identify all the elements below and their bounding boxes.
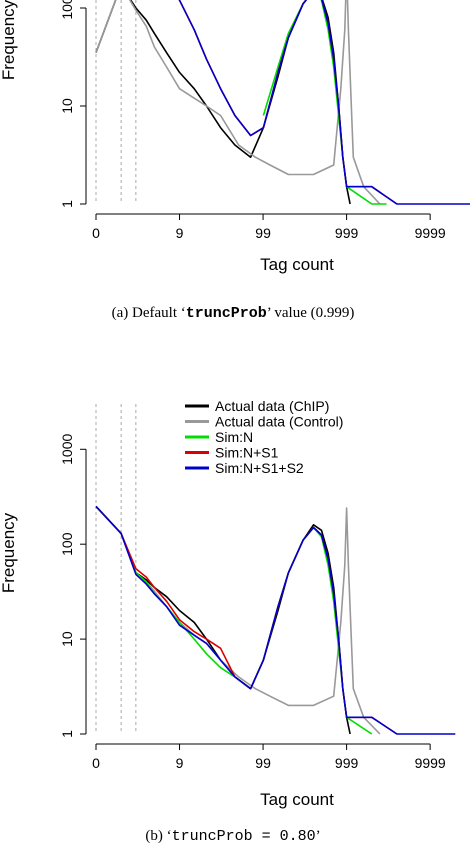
panel-b-series-line-sim-n-s1-s2 xyxy=(95,505,456,735)
panel-b-x-tick-label: 999 xyxy=(335,755,359,771)
panel-b-x-tick-label: 9999 xyxy=(415,755,446,771)
panel-b-y-axis-label: Frequency xyxy=(0,512,18,593)
panel-b-series xyxy=(95,505,456,735)
panel-a-y-tick-label: 100 xyxy=(59,0,75,20)
legend-label: Sim:N+S1+S2 xyxy=(215,460,304,476)
panel-b-x-axis-label: Tag count xyxy=(260,790,334,809)
panel-a-series xyxy=(95,0,470,205)
panel-b-y-tick-label: 1000 xyxy=(59,434,75,465)
legend-label: Actual data (Control) xyxy=(215,414,343,430)
panel-a-series-line-actual-data-control xyxy=(95,0,381,205)
panel-b-caption: (b) ‘truncProb = 0.80’ xyxy=(145,828,320,845)
panel-a-series-line-sim-n xyxy=(262,0,387,205)
panel-a-x-tick-label: 9 xyxy=(176,225,184,241)
panel-b-series-line-actual-data-chip xyxy=(95,505,351,735)
panel-a-x-tick-label: 99 xyxy=(255,225,271,241)
panel-a-x-tick-label: 9999 xyxy=(415,225,446,241)
panel-b-y-tick-label: 100 xyxy=(59,532,75,556)
panel-b-series-line-actual-data-control xyxy=(95,505,381,735)
panel-a-series-line-sim-n-s1-s2 xyxy=(178,0,470,205)
panel-b-x-tick-label: 99 xyxy=(255,755,271,771)
panel-b-y-tick-label: 1 xyxy=(59,730,75,738)
panel-a-y-tick-label: 1 xyxy=(59,200,75,208)
panel-a-y-axis-label: Frequency xyxy=(0,0,18,80)
panel-a-series-line-actual-data-chip xyxy=(95,0,351,205)
panel-b-x-tick-label: 9 xyxy=(176,755,184,771)
panel-a-x-axis-label: Tag count xyxy=(260,255,334,274)
panel-b-series-line-sim-n xyxy=(95,505,373,735)
panel-a-x-tick-label: 0 xyxy=(92,225,100,241)
panel-a-y-tick-label: 10 xyxy=(59,98,75,114)
legend-label: Sim:N+S1 xyxy=(215,445,279,461)
panel-b-series-line-sim-n-s1 xyxy=(95,505,398,735)
panel-b-y-tick-label: 10 xyxy=(59,631,75,647)
panel-a-series-line-sim-n-s1 xyxy=(178,0,398,205)
legend-label: Sim:N xyxy=(215,429,253,445)
panel-a-caption: (a) Default ‘truncProb’ value (0.999) xyxy=(112,305,355,322)
panel-a-x-tick-label: 999 xyxy=(335,225,359,241)
panel-b-x-tick-label: 0 xyxy=(92,755,100,771)
panel-b-legend: Actual data (ChIP)Actual data (Control)S… xyxy=(185,398,343,476)
legend-label: Actual data (ChIP) xyxy=(215,398,329,414)
